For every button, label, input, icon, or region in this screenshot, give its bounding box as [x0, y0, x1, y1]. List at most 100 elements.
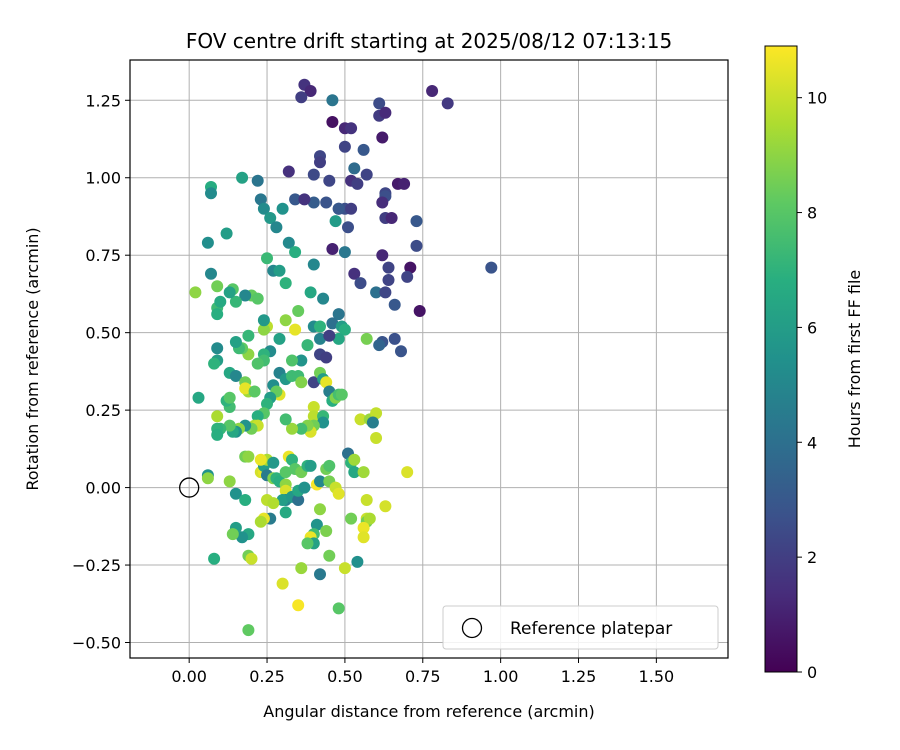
data-point-261 [314, 568, 326, 581]
colorbar-tick-label-3: 6 [807, 318, 817, 337]
data-point-81 [373, 339, 386, 352]
data-point-13 [338, 140, 351, 153]
data-point-25 [398, 177, 411, 190]
data-point-211 [323, 459, 336, 472]
data-point-206 [304, 459, 317, 472]
data-point-43 [329, 215, 342, 228]
data-point-6 [441, 97, 454, 110]
data-point-172 [223, 419, 236, 432]
data-point-23 [360, 168, 373, 181]
data-point-28 [376, 196, 389, 209]
data-point-132 [248, 385, 261, 398]
data-point-179 [211, 428, 224, 441]
data-point-255 [226, 528, 239, 541]
data-point-175 [223, 391, 236, 404]
data-point-77 [360, 332, 373, 345]
data-point-139 [307, 376, 320, 389]
x-tick-label-0: 0.00 [171, 667, 207, 686]
data-point-11 [345, 122, 358, 135]
data-point-80 [395, 345, 407, 358]
data-point-124 [211, 342, 224, 355]
data-point-185 [239, 494, 252, 506]
data-point-48 [410, 239, 423, 252]
data-point-92 [279, 314, 292, 327]
data-point-114 [214, 295, 227, 308]
data-point-218 [357, 466, 370, 479]
data-point-243 [320, 525, 333, 537]
data-point-5 [426, 85, 439, 97]
data-point-187 [242, 450, 255, 463]
data-point-4 [373, 97, 386, 110]
data-point-128 [229, 370, 242, 382]
data-point-116 [220, 227, 233, 240]
data-point-108 [229, 295, 242, 308]
data-point-226 [401, 466, 414, 479]
data-point-142 [320, 376, 333, 389]
data-point-262 [323, 549, 336, 562]
data-point-239 [314, 503, 326, 516]
data-point-42 [342, 221, 354, 234]
data-point-164 [251, 410, 264, 423]
data-point-117 [205, 267, 217, 280]
data-point-149 [307, 401, 320, 413]
y-tick-label-6: 1.00 [85, 169, 121, 188]
data-point-41 [270, 221, 283, 234]
data-point-94 [257, 323, 270, 336]
data-point-238 [279, 506, 292, 519]
data-point-121 [236, 171, 249, 184]
data-point-47 [485, 261, 498, 274]
data-point-34 [289, 193, 302, 206]
data-point-152 [317, 416, 330, 429]
data-point-32 [332, 202, 345, 215]
data-point-219 [354, 413, 367, 426]
data-point-148 [335, 388, 348, 401]
data-point-16 [314, 156, 326, 169]
data-point-251 [357, 531, 370, 544]
data-point-95 [257, 314, 270, 327]
data-point-65 [370, 286, 383, 299]
data-point-88 [295, 354, 308, 367]
data-point-55 [404, 261, 417, 274]
data-point-234 [267, 497, 280, 510]
x-axis-ticks: 0.00 0.25 0.50 0.75 1.00 1.25 1.50 [171, 658, 674, 686]
data-point-20 [323, 174, 336, 187]
data-point-222 [370, 407, 383, 420]
data-point-84 [323, 329, 336, 342]
data-point-225 [379, 500, 392, 513]
data-point-100 [251, 357, 264, 370]
data-point-87 [301, 339, 314, 352]
data-point-115 [211, 308, 224, 321]
data-point-54 [382, 261, 395, 274]
data-point-265 [292, 599, 305, 612]
data-point-200 [279, 466, 292, 479]
y-tick-label-2: 0.00 [85, 479, 121, 498]
x-tick-label-5: 1.25 [561, 667, 597, 686]
data-point-82 [332, 332, 345, 345]
data-point-72 [326, 317, 339, 330]
data-point-158 [279, 413, 292, 426]
data-point-245 [301, 537, 314, 550]
data-point-253 [236, 531, 249, 544]
data-point-38 [257, 202, 270, 215]
legend-reference-marker [461, 617, 483, 639]
colorbar-tick-label-0: 0 [807, 663, 817, 682]
data-point-202 [286, 453, 298, 466]
data-point-67 [388, 298, 401, 311]
reference-marker-group [179, 477, 200, 498]
legend-box [442, 605, 719, 650]
data-point-208 [314, 475, 326, 488]
data-point-64 [279, 277, 292, 290]
data-point-258 [208, 552, 221, 565]
colorbar-tick-label-1: 2 [807, 548, 817, 567]
reference-platepar-marker [179, 477, 200, 498]
data-point-86 [320, 351, 333, 364]
data-point-46 [410, 215, 423, 228]
data-point-3 [326, 94, 339, 107]
x-axis-label: Angular distance from reference (arcmin) [263, 702, 594, 721]
data-point-216 [348, 453, 361, 466]
data-point-33 [307, 196, 320, 209]
data-point-53 [376, 249, 389, 262]
data-point-184 [229, 487, 242, 500]
data-point-263 [338, 562, 351, 575]
data-point-66 [379, 286, 392, 299]
